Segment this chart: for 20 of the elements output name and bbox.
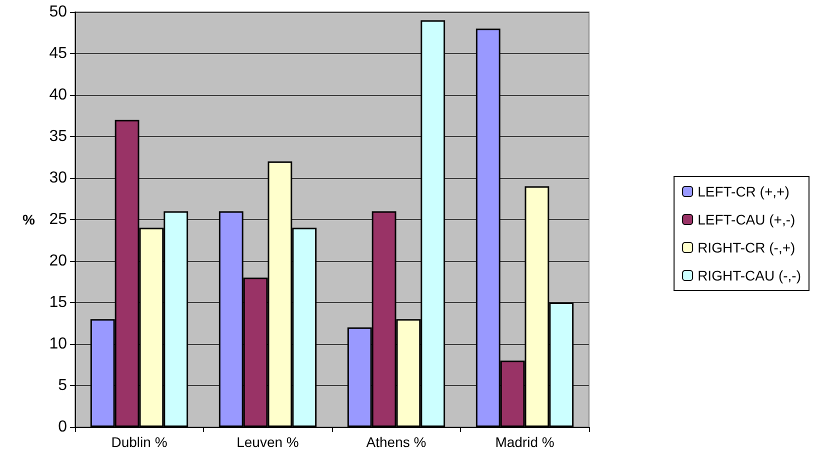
x-tick-label: Dublin % bbox=[111, 434, 168, 450]
y-tick-label: 5 bbox=[58, 377, 68, 394]
y-tick-label: 15 bbox=[49, 294, 68, 311]
y-tick-label: 30 bbox=[49, 170, 68, 186]
legend-label: RIGHT-CAU (-,-) bbox=[698, 268, 802, 284]
y-tick-label: 20 bbox=[49, 252, 68, 270]
y-tick-label: 45 bbox=[49, 45, 68, 62]
y-tick-label: 50 bbox=[49, 4, 68, 20]
legend-label: RIGHT-CR (-,+) bbox=[698, 240, 796, 256]
y-tick-label: 10 bbox=[49, 336, 68, 352]
y-tick-label: 35 bbox=[49, 128, 68, 145]
x-tick-label: Leuven % bbox=[236, 434, 299, 450]
x-tick-label: Athens % bbox=[366, 434, 426, 450]
y-tick-label: 0 bbox=[58, 418, 68, 436]
y-tick-label: 40 bbox=[49, 86, 68, 104]
legend-label: LEFT-CR (+,+) bbox=[698, 184, 790, 200]
y-axis-title: % bbox=[22, 212, 36, 228]
y-tick-label: 25 bbox=[49, 211, 68, 228]
legend-label: LEFT-CAU (+,-) bbox=[698, 212, 796, 228]
x-tick-label: Madrid % bbox=[495, 434, 554, 450]
